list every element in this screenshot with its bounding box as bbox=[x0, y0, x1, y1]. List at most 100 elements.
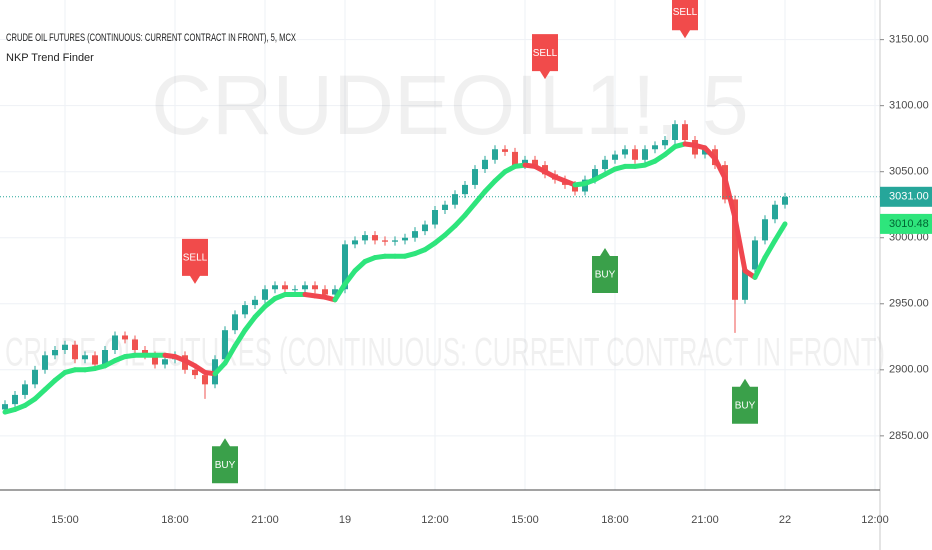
candle-body bbox=[62, 344, 68, 350]
candle-body bbox=[352, 240, 358, 245]
buy-marker bbox=[212, 438, 238, 484]
candle-body bbox=[532, 159, 538, 166]
x-tick-label: 21:00 bbox=[691, 514, 719, 526]
sell-label: SELL bbox=[533, 48, 558, 59]
x-tick-label: 15:00 bbox=[51, 514, 79, 526]
candle-body bbox=[782, 196, 788, 205]
trend-segment bbox=[722, 175, 738, 221]
candle-body bbox=[82, 355, 88, 360]
candle-body bbox=[702, 149, 708, 155]
candle-body bbox=[482, 159, 488, 170]
sell-marker bbox=[672, 0, 698, 39]
candle-body bbox=[452, 194, 458, 205]
candle-body bbox=[102, 350, 108, 365]
indicator-name: NKP Trend Finder bbox=[6, 52, 94, 64]
candle-body bbox=[92, 355, 98, 365]
candle-body bbox=[502, 149, 508, 152]
candle-body bbox=[652, 145, 658, 150]
candle-body bbox=[672, 124, 678, 140]
candle-body bbox=[462, 184, 468, 195]
sell-marker bbox=[532, 34, 558, 80]
candle-body bbox=[202, 375, 208, 385]
candle-body bbox=[72, 344, 78, 360]
candle-body bbox=[682, 124, 688, 140]
trend-segment bbox=[232, 327, 248, 349]
candle-body bbox=[472, 169, 478, 185]
trend-segment bbox=[342, 268, 358, 287]
candle-body bbox=[2, 404, 8, 410]
candle-body bbox=[402, 237, 408, 241]
candle-body bbox=[302, 285, 308, 290]
candle-body bbox=[242, 305, 248, 315]
trend-segment bbox=[242, 314, 258, 333]
candle-body bbox=[132, 339, 138, 350]
candle-body bbox=[22, 384, 28, 395]
candle-body bbox=[222, 330, 228, 360]
candle-body bbox=[632, 149, 638, 160]
candle-body bbox=[362, 235, 368, 241]
candle-body bbox=[32, 369, 38, 385]
candle-body bbox=[622, 149, 628, 155]
candle-body bbox=[642, 149, 648, 160]
candle-body bbox=[162, 359, 168, 365]
buy-label: BUY bbox=[735, 400, 756, 411]
candle-body bbox=[322, 289, 328, 295]
y-tick-label: 3000.00 bbox=[889, 232, 929, 244]
candle-body bbox=[572, 184, 578, 192]
candle-body bbox=[382, 240, 388, 242]
trend-segment bbox=[732, 215, 748, 274]
buy-label: BUY bbox=[215, 460, 236, 471]
y-tick-label: 3100.00 bbox=[889, 100, 929, 112]
plot: SELL BUY SELL BUY SELL BUY bbox=[0, 0, 880, 484]
y-tick-label: 2950.00 bbox=[889, 298, 929, 310]
trend-tag bbox=[880, 213, 932, 234]
y-tick-label: 3150.00 bbox=[889, 34, 929, 46]
candle-body bbox=[52, 350, 58, 356]
candle-body bbox=[392, 240, 398, 242]
candle-body bbox=[762, 219, 768, 241]
candle-body bbox=[12, 394, 18, 405]
candle-body bbox=[772, 204, 778, 220]
candle-body bbox=[252, 299, 258, 306]
sell-label: SELL bbox=[673, 7, 698, 18]
x-tick-label: 12:00 bbox=[861, 514, 889, 526]
watermark-subtitle: CRUDE OIL FUTURES (CONTINUOUS: CURRENT C… bbox=[5, 331, 885, 375]
candle-body bbox=[122, 335, 128, 340]
axes: 2850.00 2900.00 2950.00 3000.00 3050.00 3100.… bbox=[51, 34, 932, 526]
x-tick-label: 19 bbox=[339, 514, 351, 526]
candle-body bbox=[512, 151, 518, 166]
trend-segment bbox=[462, 200, 478, 218]
x-tick-label: 22 bbox=[779, 514, 791, 526]
trend-segment bbox=[752, 255, 768, 280]
candle-body bbox=[442, 204, 448, 210]
candle-body bbox=[492, 149, 498, 160]
trend-segment bbox=[472, 189, 488, 206]
y-tick-label: 2850.00 bbox=[889, 430, 929, 442]
watermark: CRUDEOIL1!, 5 bbox=[151, 58, 749, 152]
candle-body bbox=[612, 154, 618, 160]
candle-body bbox=[42, 355, 48, 370]
x-tick-label: 21:00 bbox=[251, 514, 279, 526]
candle-body bbox=[342, 244, 348, 290]
candle-body bbox=[592, 169, 598, 180]
candle-body bbox=[332, 289, 338, 295]
candle-body bbox=[292, 289, 298, 291]
last-price-label: 3031.00 bbox=[889, 191, 929, 203]
trend-segment bbox=[772, 221, 788, 243]
candle-body bbox=[432, 210, 438, 225]
trend-segment bbox=[762, 237, 778, 261]
candle-body bbox=[742, 269, 748, 300]
candle-body bbox=[412, 231, 418, 238]
candle-body bbox=[752, 240, 758, 270]
trend-segment bbox=[712, 155, 728, 181]
candle-body bbox=[732, 199, 738, 300]
buy-marker bbox=[592, 248, 618, 294]
candle-body bbox=[152, 355, 158, 365]
chart-title: CRUDE OIL FUTURES (CONTINUOUS: CURRENT C… bbox=[6, 32, 296, 44]
sell-label: SELL bbox=[183, 252, 208, 263]
x-tick-label: 18:00 bbox=[161, 514, 189, 526]
candle-body bbox=[112, 335, 118, 350]
candle-body bbox=[232, 314, 238, 331]
candle-body bbox=[192, 369, 198, 376]
